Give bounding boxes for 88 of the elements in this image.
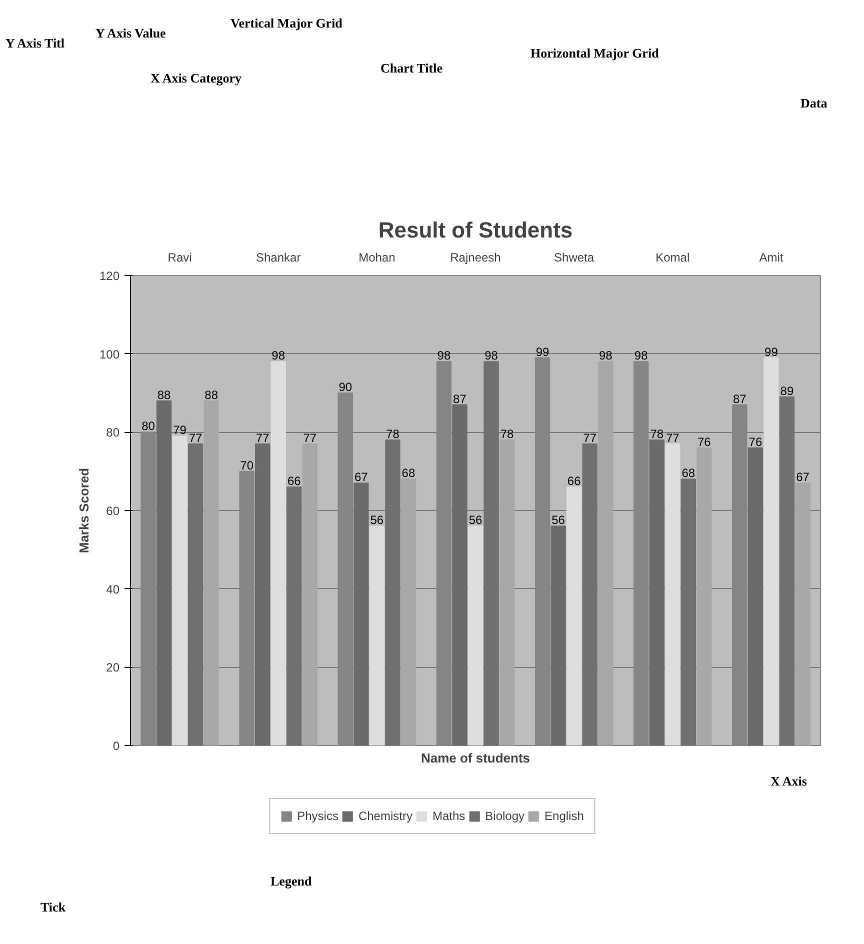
data-label: 98 — [484, 348, 498, 363]
x-tick-label: Amit — [759, 250, 784, 264]
data-label: 90 — [338, 380, 352, 394]
bar — [696, 447, 712, 746]
legend-label: Chemistry — [358, 809, 412, 823]
data-label: 56 — [552, 513, 566, 528]
x-tick-label: Shweta — [554, 250, 594, 264]
data-label: 98 — [437, 348, 451, 363]
data-label: 67 — [796, 470, 810, 484]
data-label: 56 — [370, 513, 384, 528]
x-tick-label: Shankar — [256, 250, 301, 264]
data-label: 66 — [287, 474, 302, 488]
y-tick-label: 20 — [106, 660, 120, 675]
bar — [665, 443, 680, 746]
data-label: 76 — [748, 434, 762, 449]
text: Vertical Major Grid — [230, 16, 344, 30]
data-label: 76 — [698, 434, 712, 449]
data-label: 77 — [256, 430, 270, 445]
data-label: 77 — [303, 430, 317, 445]
bar — [550, 526, 566, 746]
bar — [499, 440, 515, 746]
data-label: 68 — [682, 466, 696, 480]
x-tick-label: Rajneesh — [450, 250, 501, 264]
bar — [254, 443, 270, 746]
text: Chart Title — [380, 60, 443, 76]
data-label: 88 — [204, 388, 218, 402]
bar — [649, 440, 664, 746]
data-label: 70 — [240, 458, 254, 472]
data-label: 98 — [598, 348, 613, 363]
y-tick-label: 40 — [106, 582, 120, 596]
text: Data — [800, 96, 828, 110]
data-label: 87 — [733, 392, 747, 406]
legend-label: English — [544, 809, 584, 823]
y-tick-label: 80 — [106, 426, 120, 440]
data-label: 98 — [634, 348, 648, 363]
legend-label: Maths — [432, 809, 466, 823]
y-axis-title: Marks Scored — [76, 468, 92, 554]
bar — [748, 447, 764, 746]
legend-label: Biology — [485, 809, 525, 823]
data-label: 88 — [157, 388, 172, 402]
data-label: 67 — [354, 470, 368, 484]
text: X Axis — [770, 774, 807, 788]
bar — [452, 404, 468, 746]
data-label: 98 — [272, 348, 286, 363]
data-label: 77 — [666, 430, 680, 445]
bar — [598, 361, 614, 746]
text: Tick — [40, 900, 66, 914]
bar — [764, 357, 779, 746]
chart-title: Result of Students — [378, 218, 573, 242]
bar — [302, 443, 318, 746]
data-label: 99 — [764, 344, 778, 359]
bar — [566, 486, 582, 746]
text: Horizontal Major Grid — [530, 46, 660, 60]
data-label: 66 — [567, 474, 582, 488]
bar — [795, 482, 810, 746]
bar — [156, 400, 172, 746]
data-label: 77 — [188, 430, 203, 445]
bar — [172, 436, 188, 746]
bar — [400, 478, 416, 746]
x-tick-label: Mohan — [358, 250, 396, 264]
x-tick-label: Komal — [656, 250, 690, 264]
data-label: 87 — [453, 392, 467, 406]
data-label: 89 — [780, 384, 794, 398]
bar — [354, 482, 369, 746]
y-tick-label: 0 — [112, 739, 120, 753]
data-label: 68 — [402, 466, 416, 480]
data-label: 56 — [468, 513, 482, 528]
data-label: 80 — [142, 419, 156, 434]
bar — [204, 400, 219, 746]
x-tick-label: Ravi — [168, 250, 192, 264]
data-label: 77 — [583, 430, 597, 445]
y-tick-label: 100 — [99, 347, 120, 362]
bar — [468, 526, 484, 746]
bar — [369, 526, 385, 746]
text: Y Axis Titl — [6, 36, 65, 50]
x-axis-title: Name of students — [420, 750, 530, 766]
data-label: 79 — [173, 423, 187, 438]
text: Legend — [270, 874, 312, 888]
y-tick-label: 120 — [99, 269, 120, 283]
data-label: 78 — [650, 427, 664, 441]
text: Y Axis Value — [96, 26, 166, 40]
data-label: 78 — [500, 427, 514, 441]
legend-label: Physics — [297, 809, 338, 823]
data-label: 99 — [536, 344, 550, 359]
text: X Axis Category — [150, 70, 242, 86]
data-label: 78 — [386, 427, 400, 441]
y-tick-label: 60 — [106, 504, 120, 518]
bar — [270, 361, 286, 746]
